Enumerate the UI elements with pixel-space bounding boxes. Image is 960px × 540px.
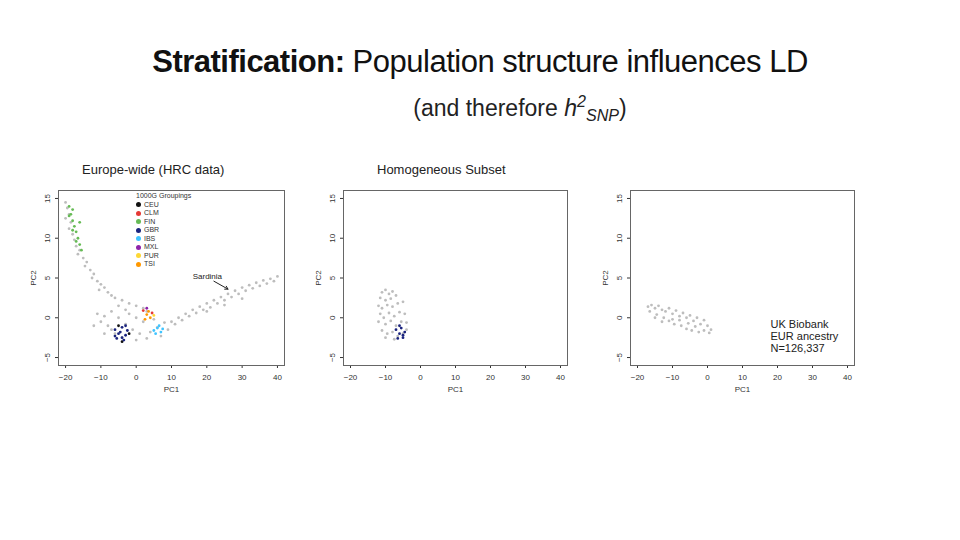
html-text:SNP): SNP) xyxy=(585,94,627,125)
svg-text:PC1: PC1 xyxy=(164,385,180,394)
html-text:CEU: CEU xyxy=(144,200,159,208)
svg-text:UK BiobankEUR ancestryN=126,33: UK BiobankEUR ancestryN=126,337 xyxy=(771,318,839,354)
svg-text:10: 10 xyxy=(167,373,176,382)
svg-text:5: 5 xyxy=(43,275,52,280)
html-text:(and therefore h2: (and therefore h2 xyxy=(413,92,586,121)
html-text:Homogeneous Subset: Homogeneous Subset xyxy=(377,162,506,177)
svg-text:10: 10 xyxy=(43,233,52,242)
svg-text:−10: −10 xyxy=(379,373,393,382)
html-text:1000G Groupings: 1000G Groupings xyxy=(136,192,192,199)
html-text:Stratification: Population str: Stratification: Population structure inf… xyxy=(152,44,808,79)
svg-text:0: 0 xyxy=(43,315,52,320)
html-text:FIN: FIN xyxy=(144,217,156,225)
svg-text:PC2: PC2 xyxy=(314,270,323,286)
html-text:Europe-wide (HRC data): Europe-wide (HRC data) xyxy=(82,162,225,177)
svg-text:Sardinia: Sardinia xyxy=(193,272,223,281)
svg-text:20: 20 xyxy=(773,373,782,382)
html-text:IBS: IBS xyxy=(144,234,156,242)
svg-text:40: 40 xyxy=(273,373,282,382)
svg-text:0: 0 xyxy=(134,373,139,382)
html-text:TSI: TSI xyxy=(144,260,155,267)
svg-text:10: 10 xyxy=(738,373,747,382)
html-text:CLM: CLM xyxy=(144,209,159,216)
svg-text:10: 10 xyxy=(615,233,624,242)
svg-text:PC2: PC2 xyxy=(29,270,38,286)
svg-text:0: 0 xyxy=(615,315,624,320)
svg-text:30: 30 xyxy=(808,373,817,382)
svg-text:−5: −5 xyxy=(328,352,337,362)
svg-text:PC1: PC1 xyxy=(735,385,751,394)
svg-text:30: 30 xyxy=(238,373,247,382)
html-text:GBR: GBR xyxy=(144,226,160,233)
svg-text:20: 20 xyxy=(202,373,211,382)
svg-text:20: 20 xyxy=(486,373,495,382)
html-text:PUR: PUR xyxy=(144,251,159,259)
svg-text:−10: −10 xyxy=(666,373,680,382)
svg-text:40: 40 xyxy=(843,373,852,382)
svg-text:−5: −5 xyxy=(43,352,52,362)
svg-text:0: 0 xyxy=(705,373,710,382)
svg-text:−5: −5 xyxy=(615,352,624,362)
svg-text:10: 10 xyxy=(451,373,460,382)
svg-text:PC2: PC2 xyxy=(601,270,610,286)
svg-text:5: 5 xyxy=(615,275,624,280)
svg-text:0: 0 xyxy=(418,373,423,382)
html-text:MXL: MXL xyxy=(144,243,159,250)
svg-text:5: 5 xyxy=(328,275,337,280)
svg-text:40: 40 xyxy=(556,373,565,382)
svg-text:−10: −10 xyxy=(94,373,108,382)
svg-text:30: 30 xyxy=(521,373,530,382)
svg-text:−20: −20 xyxy=(631,373,645,382)
svg-text:−20: −20 xyxy=(344,373,358,382)
svg-text:PC1: PC1 xyxy=(448,385,464,394)
svg-text:0: 0 xyxy=(328,315,337,320)
svg-text:−20: −20 xyxy=(59,373,73,382)
svg-text:15: 15 xyxy=(328,193,337,202)
svg-text:15: 15 xyxy=(43,193,52,202)
svg-text:15: 15 xyxy=(615,193,624,202)
svg-text:10: 10 xyxy=(328,233,337,242)
